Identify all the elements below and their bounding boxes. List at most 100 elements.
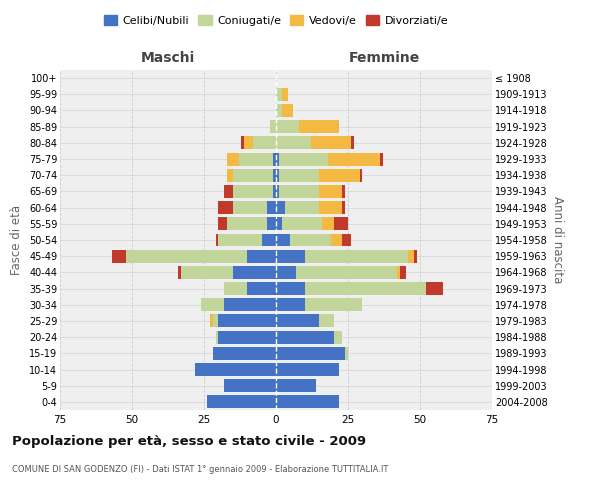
Bar	[218, 314, 276, 328]
Bar	[178, 266, 181, 279]
Bar	[212, 314, 218, 328]
Bar	[276, 88, 282, 101]
Bar	[299, 120, 340, 133]
Bar	[331, 234, 342, 246]
Bar	[359, 169, 362, 181]
Bar	[276, 347, 345, 360]
Bar	[282, 88, 287, 101]
Bar	[334, 330, 342, 344]
Bar	[247, 282, 276, 295]
Bar	[284, 201, 319, 214]
Text: Maschi: Maschi	[141, 51, 195, 65]
Bar	[215, 234, 218, 246]
Bar	[218, 201, 233, 214]
Bar	[233, 201, 268, 214]
Bar	[218, 330, 276, 344]
Bar	[397, 266, 400, 279]
Bar	[351, 136, 354, 149]
Bar	[276, 330, 334, 344]
Bar	[241, 136, 244, 149]
Bar	[276, 104, 282, 117]
Bar	[276, 396, 340, 408]
Bar	[212, 347, 276, 360]
Bar	[334, 218, 348, 230]
Bar	[224, 185, 233, 198]
Bar	[276, 250, 305, 262]
Bar	[233, 169, 273, 181]
Bar	[268, 218, 276, 230]
Text: Femmine: Femmine	[349, 51, 419, 65]
Bar	[276, 282, 305, 295]
Bar	[380, 152, 383, 166]
Bar	[233, 185, 273, 198]
Bar	[322, 218, 334, 230]
Bar	[181, 266, 233, 279]
Bar	[270, 120, 276, 133]
Bar	[276, 314, 319, 328]
Bar	[276, 218, 282, 230]
Bar	[311, 136, 351, 149]
Bar	[215, 330, 218, 344]
Y-axis label: Anni di nascita: Anni di nascita	[551, 196, 564, 284]
Bar	[201, 298, 224, 311]
Bar	[276, 185, 279, 198]
Bar	[207, 396, 276, 408]
Bar	[414, 250, 417, 262]
Bar	[273, 152, 276, 166]
Bar	[224, 298, 276, 311]
Bar	[218, 218, 227, 230]
Bar	[345, 347, 348, 360]
Bar	[319, 169, 359, 181]
Y-axis label: Fasce di età: Fasce di età	[10, 205, 23, 275]
Bar	[319, 314, 334, 328]
Bar	[273, 185, 276, 198]
Bar	[290, 234, 331, 246]
Bar	[262, 234, 276, 246]
Bar	[112, 250, 126, 262]
Bar	[342, 234, 351, 246]
Text: Popolazione per età, sesso e stato civile - 2009: Popolazione per età, sesso e stato civil…	[12, 435, 366, 448]
Bar	[279, 169, 319, 181]
Bar	[328, 152, 380, 166]
Bar	[227, 152, 239, 166]
Bar	[296, 266, 397, 279]
Bar	[305, 298, 362, 311]
Bar	[400, 266, 406, 279]
Bar	[276, 169, 279, 181]
Bar	[126, 250, 247, 262]
Bar	[210, 314, 212, 328]
Bar	[305, 250, 409, 262]
Bar	[305, 282, 426, 295]
Bar	[342, 185, 345, 198]
Bar	[233, 266, 276, 279]
Bar	[342, 201, 345, 214]
Bar	[268, 201, 276, 214]
Bar	[282, 104, 293, 117]
Bar	[244, 136, 253, 149]
Bar	[224, 282, 247, 295]
Bar	[276, 136, 311, 149]
Bar	[409, 250, 414, 262]
Bar	[227, 218, 268, 230]
Bar	[253, 136, 276, 149]
Bar	[224, 379, 276, 392]
Bar	[426, 282, 443, 295]
Legend: Celibi/Nubili, Coniugati/e, Vedovi/e, Divorziati/e: Celibi/Nubili, Coniugati/e, Vedovi/e, Di…	[100, 10, 452, 30]
Bar	[247, 250, 276, 262]
Bar	[276, 120, 299, 133]
Bar	[276, 298, 305, 311]
Bar	[279, 185, 319, 198]
Bar	[276, 201, 284, 214]
Bar	[276, 266, 296, 279]
Bar	[319, 201, 342, 214]
Bar	[279, 152, 328, 166]
Bar	[282, 218, 322, 230]
Bar	[276, 152, 279, 166]
Bar	[196, 363, 276, 376]
Bar	[273, 169, 276, 181]
Bar	[319, 185, 342, 198]
Bar	[276, 379, 316, 392]
Bar	[218, 234, 262, 246]
Bar	[227, 169, 233, 181]
Bar	[276, 234, 290, 246]
